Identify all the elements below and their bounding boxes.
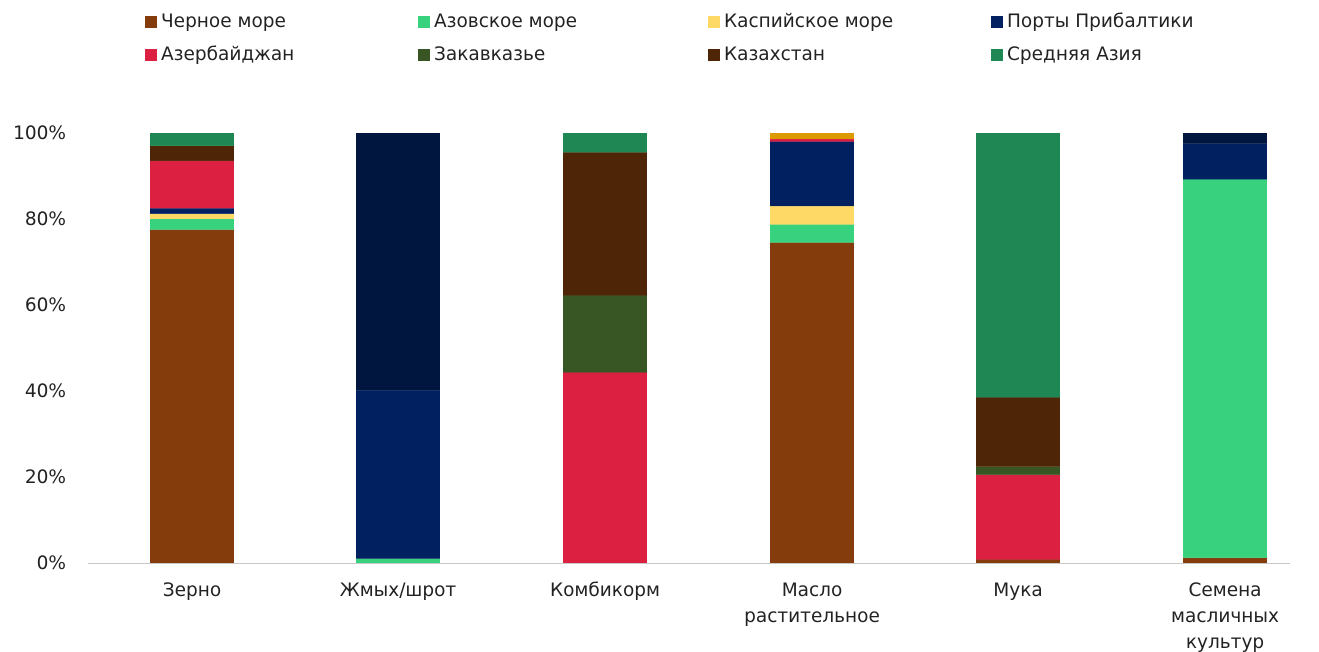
x-category-label: Жмых/шрот	[340, 580, 457, 601]
bar-segment	[770, 206, 854, 225]
y-tick-label: 0%	[37, 553, 66, 574]
bar-segment	[770, 141, 854, 207]
x-category-label: масличных	[1171, 606, 1279, 627]
bar-segment	[976, 559, 1060, 563]
bar-segment	[1183, 179, 1267, 558]
y-tick-label: 40%	[25, 381, 66, 402]
legend-swatch	[418, 48, 430, 61]
legend-label: Черное море	[161, 11, 286, 32]
bar-segment	[976, 466, 1060, 475]
bar-segment	[150, 219, 234, 230]
x-category-label: культур	[1186, 632, 1264, 652]
legend-label: Закавказье	[434, 44, 546, 65]
bar-segment	[770, 139, 854, 142]
bar-segment	[563, 295, 647, 373]
legend-swatch	[708, 15, 720, 28]
bar-segment	[563, 133, 647, 153]
legend-item: Средняя Азия	[991, 44, 1142, 65]
bar-segment	[356, 558, 440, 563]
legend-label: Средняя Азия	[1007, 44, 1142, 65]
bar-segment	[770, 224, 854, 243]
bar-segment	[976, 397, 1060, 467]
bar-segment	[150, 229, 234, 563]
legend: Черное море Азовское море Каспийское море П…	[0, 0, 1319, 80]
bar-segment	[356, 133, 440, 391]
legend-swatch	[145, 15, 157, 28]
y-tick-label: 60%	[25, 295, 66, 316]
bar-segment	[356, 390, 440, 559]
legend-swatch	[418, 15, 430, 28]
y-tick-label: 20%	[25, 467, 66, 488]
x-category-label: Мука	[993, 580, 1042, 601]
legend-item: Казахстан	[708, 44, 825, 65]
bar-segment	[770, 133, 854, 140]
bar-segment	[150, 208, 234, 214]
bar-segment	[976, 133, 1060, 398]
legend-label: Порты Прибалтики	[1007, 11, 1194, 32]
legend-swatch	[991, 15, 1003, 28]
x-category-label: Зерно	[163, 580, 221, 601]
bar-segment	[1183, 143, 1267, 180]
x-category-label: Семена	[1188, 580, 1261, 601]
legend-swatch	[991, 48, 1003, 61]
legend-item: Каспийское море	[708, 11, 893, 32]
x-category-label: Масло	[782, 580, 843, 601]
legend-item: Закавказье	[418, 44, 545, 65]
legend-label: Азербайджан	[161, 44, 295, 65]
bar-segment	[563, 372, 647, 563]
legend-item: Азовское море	[418, 11, 577, 32]
legend-item: Черное море	[145, 11, 286, 32]
legend-label: Каспийское море	[724, 11, 894, 32]
bar-segment	[150, 160, 234, 209]
bar-segment	[150, 133, 234, 146]
x-category-label: Комбикорм	[550, 580, 660, 601]
legend-swatch	[708, 48, 720, 61]
bar-segment	[1183, 133, 1267, 144]
legend-item: Порты Прибалтики	[991, 11, 1193, 32]
legend-label: Казахстан	[724, 44, 825, 65]
legend-swatch	[145, 48, 157, 61]
x-category-label: растительное	[744, 606, 880, 627]
legend-label: Азовское море	[434, 11, 578, 32]
y-tick-label: 100%	[13, 123, 66, 144]
bar-segment	[976, 474, 1060, 560]
bar-segment	[150, 145, 234, 161]
bar-segment	[150, 213, 234, 219]
bar-segment	[770, 242, 854, 563]
y-tick-label: 80%	[25, 209, 66, 230]
bar-segment	[563, 152, 647, 296]
legend-item: Азербайджан	[145, 44, 294, 65]
bar-segment	[1183, 557, 1267, 563]
